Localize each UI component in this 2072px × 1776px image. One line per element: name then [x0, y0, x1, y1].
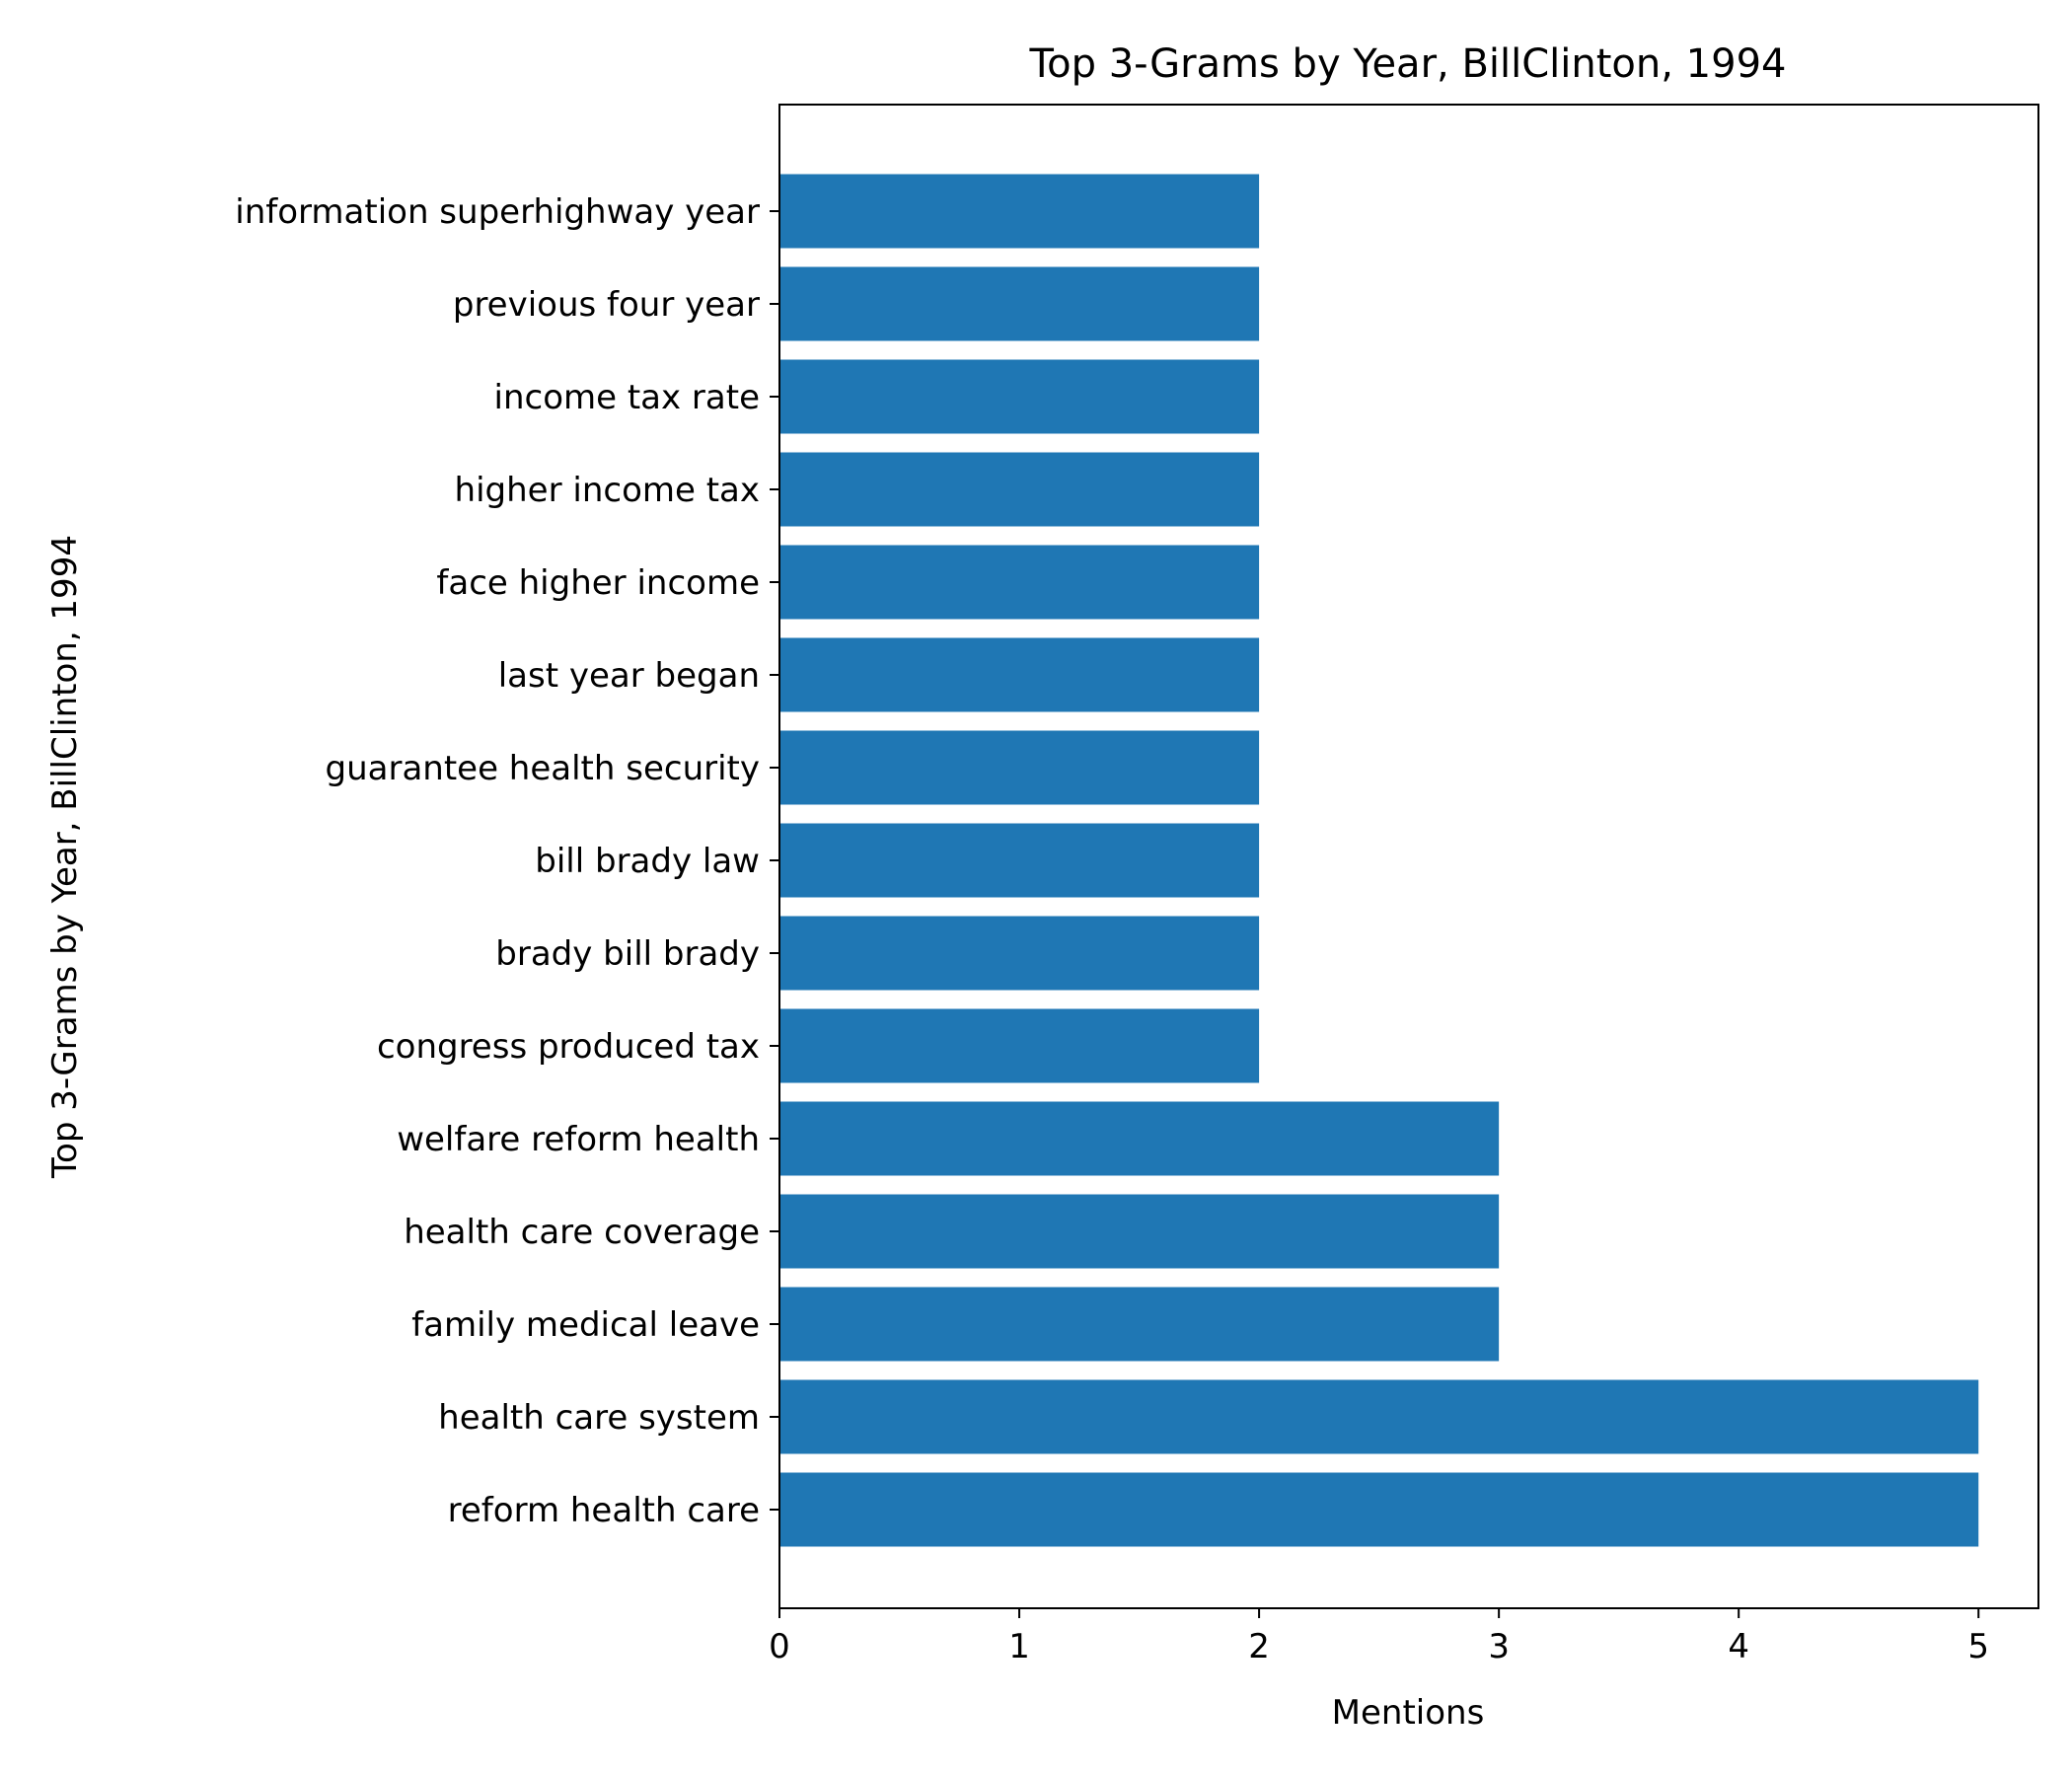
- bar-welfare-reform-health: [779, 1101, 1500, 1176]
- y-tick-label: congress produced tax: [377, 1027, 760, 1067]
- y-tick-label: information superhighway year: [235, 192, 760, 232]
- bar-guarantee-health-security: [779, 730, 1260, 805]
- bar-health-care-coverage: [779, 1194, 1500, 1269]
- y-tick-label: health care system: [438, 1398, 760, 1438]
- x-tick-label: 0: [769, 1627, 790, 1666]
- bar-family-medical-leave: [779, 1287, 1500, 1362]
- bar-reform-health-care: [779, 1472, 1979, 1547]
- y-tick-label: higher income tax: [455, 471, 760, 510]
- bar-bill-brady-law: [779, 823, 1260, 898]
- bars-group: [779, 174, 1979, 1547]
- y-tick-label: bill brady law: [535, 842, 760, 881]
- x-tick-label: 2: [1248, 1627, 1270, 1666]
- y-tick-label: face higher income: [436, 563, 760, 603]
- x-tick-label: 1: [1008, 1627, 1030, 1666]
- y-tick-label: family medical leave: [411, 1305, 760, 1345]
- bar-income-tax-rate: [779, 359, 1260, 434]
- y-tick-label: guarantee health security: [326, 749, 761, 788]
- y-tick-label: last year began: [498, 656, 760, 696]
- bar-higher-income-tax: [779, 452, 1260, 527]
- y-tick-label: health care coverage: [404, 1213, 760, 1252]
- x-tick-label: 5: [1967, 1627, 1989, 1666]
- y-tick-label: previous four year: [453, 285, 760, 325]
- bar-last-year-began: [779, 637, 1260, 712]
- bar-information-superhighway-year: [779, 174, 1260, 249]
- x-axis-ticks: 0 1 2 3 4 5: [769, 1608, 1989, 1666]
- y-tick-label: welfare reform health: [397, 1120, 760, 1159]
- bar-face-higher-income: [779, 545, 1260, 620]
- chart-title: Top 3-Grams by Year, BillClinton, 1994: [1029, 41, 1787, 87]
- x-tick-label: 4: [1728, 1627, 1749, 1666]
- bar-health-care-system: [779, 1379, 1979, 1454]
- y-tick-label: brady bill brady: [495, 934, 760, 974]
- plot-frame: [778, 104, 2039, 1609]
- bar-brady-bill-brady: [779, 916, 1260, 991]
- x-axis-label: Mentions: [1332, 1693, 1485, 1733]
- y-tick-label: reform health care: [448, 1491, 760, 1530]
- y-axis-ticks: reform health care health care system fami…: [235, 192, 779, 1530]
- y-tick-label: income tax rate: [494, 378, 761, 417]
- x-tick-label: 3: [1488, 1627, 1510, 1666]
- y-axis-label: Top 3-Grams by Year, BillClinton, 1994: [45, 535, 85, 1179]
- bar-previous-four-year: [779, 266, 1260, 341]
- bar-congress-produced-tax: [779, 1008, 1260, 1083]
